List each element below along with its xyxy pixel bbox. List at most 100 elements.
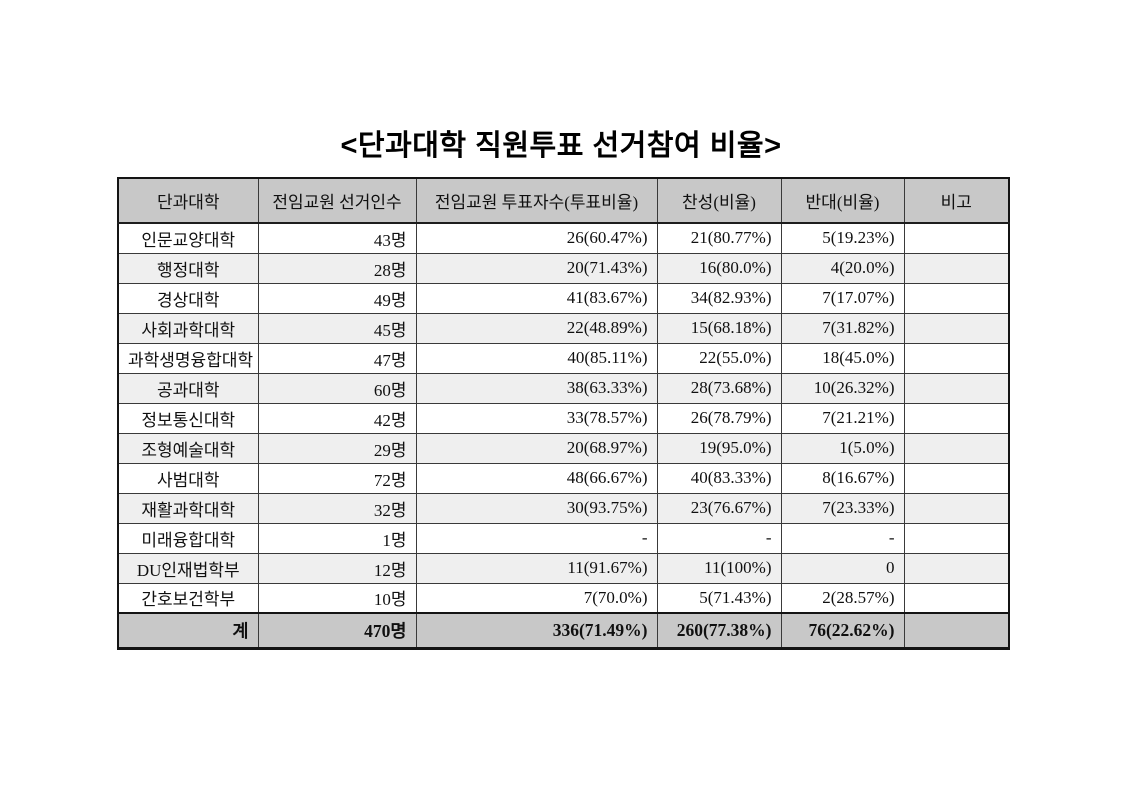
remarks-cell <box>903 282 1010 314</box>
value-cell: 40(83.33%) <box>656 462 782 494</box>
table-row: 정보통신대학 42명 33(78.57%) 26(78.79%) 7(21.21%) <box>117 402 1010 434</box>
remarks-cell <box>903 492 1010 524</box>
remarks-cell <box>903 312 1010 344</box>
value-cell: 45명 <box>257 312 417 344</box>
vote-participation-table: 단과대학 전임교원 선거인수 전임교원 투표자수(투표비율) 찬성(비율) 반대(비율)… <box>117 177 1010 650</box>
remarks-cell <box>903 342 1010 374</box>
value-cell: 7(31.82%) <box>780 312 905 344</box>
value-cell: 43명 <box>257 222 417 254</box>
column-header-3: 찬성(비율) <box>656 177 782 224</box>
total-value-cell: 336(71.49%) <box>415 612 658 650</box>
value-cell: 16(80.0%) <box>656 252 782 284</box>
value-cell: 41(83.67%) <box>415 282 658 314</box>
college-name-cell: 사범대학 <box>117 462 259 494</box>
value-cell: 40(85.11%) <box>415 342 658 374</box>
value-cell: 48(66.67%) <box>415 462 658 494</box>
college-name-cell: DU인재법학부 <box>117 552 259 584</box>
value-cell: 10명 <box>257 582 417 614</box>
value-cell: - <box>415 522 658 554</box>
value-cell: 29명 <box>257 432 417 464</box>
value-cell: 10(26.32%) <box>780 372 905 404</box>
value-cell: 7(17.07%) <box>780 282 905 314</box>
value-cell: 23(76.67%) <box>656 492 782 524</box>
value-cell: 42명 <box>257 402 417 434</box>
value-cell: - <box>656 522 782 554</box>
remarks-cell <box>903 402 1010 434</box>
value-cell: 32명 <box>257 492 417 524</box>
remarks-cell <box>903 432 1010 464</box>
remarks-cell <box>903 222 1010 254</box>
table-row: 경상대학 49명 41(83.67%) 34(82.93%) 7(17.07%) <box>117 282 1010 314</box>
column-header-1: 전임교원 선거인수 <box>257 177 417 224</box>
value-cell: 11(91.67%) <box>415 552 658 584</box>
table-row: 간호보건학부 10명 7(70.0%) 5(71.43%) 2(28.57%) <box>117 582 1010 614</box>
value-cell: 72명 <box>257 462 417 494</box>
value-cell: 20(68.97%) <box>415 432 658 464</box>
value-cell: 19(95.0%) <box>656 432 782 464</box>
remarks-cell <box>903 612 1010 650</box>
value-cell: 4(20.0%) <box>780 252 905 284</box>
value-cell: 26(78.79%) <box>656 402 782 434</box>
value-cell: 30(93.75%) <box>415 492 658 524</box>
value-cell: 7(70.0%) <box>415 582 658 614</box>
remarks-cell <box>903 522 1010 554</box>
value-cell: 1명 <box>257 522 417 554</box>
value-cell: 7(23.33%) <box>780 492 905 524</box>
value-cell: 15(68.18%) <box>656 312 782 344</box>
table-row: 사범대학 72명 48(66.67%) 40(83.33%) 8(16.67%) <box>117 462 1010 494</box>
value-cell: 26(60.47%) <box>415 222 658 254</box>
table-row: 공과대학 60명 38(63.33%) 28(73.68%) 10(26.32%) <box>117 372 1010 404</box>
value-cell: - <box>780 522 905 554</box>
college-name-cell: 미래융합대학 <box>117 522 259 554</box>
total-value-cell: 76(22.62%) <box>780 612 905 650</box>
table-header-row: 단과대학 전임교원 선거인수 전임교원 투표자수(투표비율) 찬성(비율) 반대(비율)… <box>117 177 1010 224</box>
column-header-4: 반대(비율) <box>780 177 905 224</box>
value-cell: 28명 <box>257 252 417 284</box>
remarks-cell <box>903 462 1010 494</box>
college-name-cell: 간호보건학부 <box>117 582 259 614</box>
total-value-cell: 470명 <box>257 612 417 650</box>
table-row: 미래융합대학 1명 - - - <box>117 522 1010 554</box>
value-cell: 5(19.23%) <box>780 222 905 254</box>
value-cell: 12명 <box>257 552 417 584</box>
value-cell: 8(16.67%) <box>780 462 905 494</box>
value-cell: 1(5.0%) <box>780 432 905 464</box>
value-cell: 22(55.0%) <box>656 342 782 374</box>
value-cell: 20(71.43%) <box>415 252 658 284</box>
college-name-cell: 인문교양대학 <box>117 222 259 254</box>
college-name-cell: 과학생명융합대학 <box>117 342 259 374</box>
value-cell: 33(78.57%) <box>415 402 658 434</box>
value-cell: 60명 <box>257 372 417 404</box>
value-cell: 5(71.43%) <box>656 582 782 614</box>
table-row: 과학생명융합대학 47명 40(85.11%) 22(55.0%) 18(45.0%) <box>117 342 1010 374</box>
value-cell: 11(100%) <box>656 552 782 584</box>
college-name-cell: 행정대학 <box>117 252 259 284</box>
college-name-cell: 공과대학 <box>117 372 259 404</box>
page-title: <단과대학 직원투표 선거참여 비율> <box>340 130 782 162</box>
value-cell: 38(63.33%) <box>415 372 658 404</box>
college-name-cell: 경상대학 <box>117 282 259 314</box>
value-cell: 34(82.93%) <box>656 282 782 314</box>
value-cell: 28(73.68%) <box>656 372 782 404</box>
college-name-cell: 정보통신대학 <box>117 402 259 434</box>
total-value-cell: 260(77.38%) <box>656 612 782 650</box>
value-cell: 21(80.77%) <box>656 222 782 254</box>
table-row: 재활과학대학 32명 30(93.75%) 23(76.67%) 7(23.33%) <box>117 492 1010 524</box>
column-header-5: 비고 <box>903 177 1010 224</box>
remarks-cell <box>903 582 1010 614</box>
value-cell: 47명 <box>257 342 417 374</box>
column-header-0: 단과대학 <box>117 177 259 224</box>
remarks-cell <box>903 372 1010 404</box>
table-total-row: 계 470명 336(71.49%) 260(77.38%) 76(22.62%) <box>117 612 1010 650</box>
value-cell: 49명 <box>257 282 417 314</box>
table-row: 조형예술대학 29명 20(68.97%) 19(95.0%) 1(5.0%) <box>117 432 1010 464</box>
table-row: 행정대학 28명 20(71.43%) 16(80.0%) 4(20.0%) <box>117 252 1010 284</box>
table-row: 인문교양대학 43명 26(60.47%) 21(80.77%) 5(19.23%) <box>117 222 1010 254</box>
column-header-2: 전임교원 투표자수(투표비율) <box>415 177 658 224</box>
table-row: 사회과학대학 45명 22(48.89%) 15(68.18%) 7(31.82%) <box>117 312 1010 344</box>
value-cell: 0 <box>780 552 905 584</box>
college-name-cell: 사회과학대학 <box>117 312 259 344</box>
value-cell: 2(28.57%) <box>780 582 905 614</box>
college-name-cell: 재활과학대학 <box>117 492 259 524</box>
